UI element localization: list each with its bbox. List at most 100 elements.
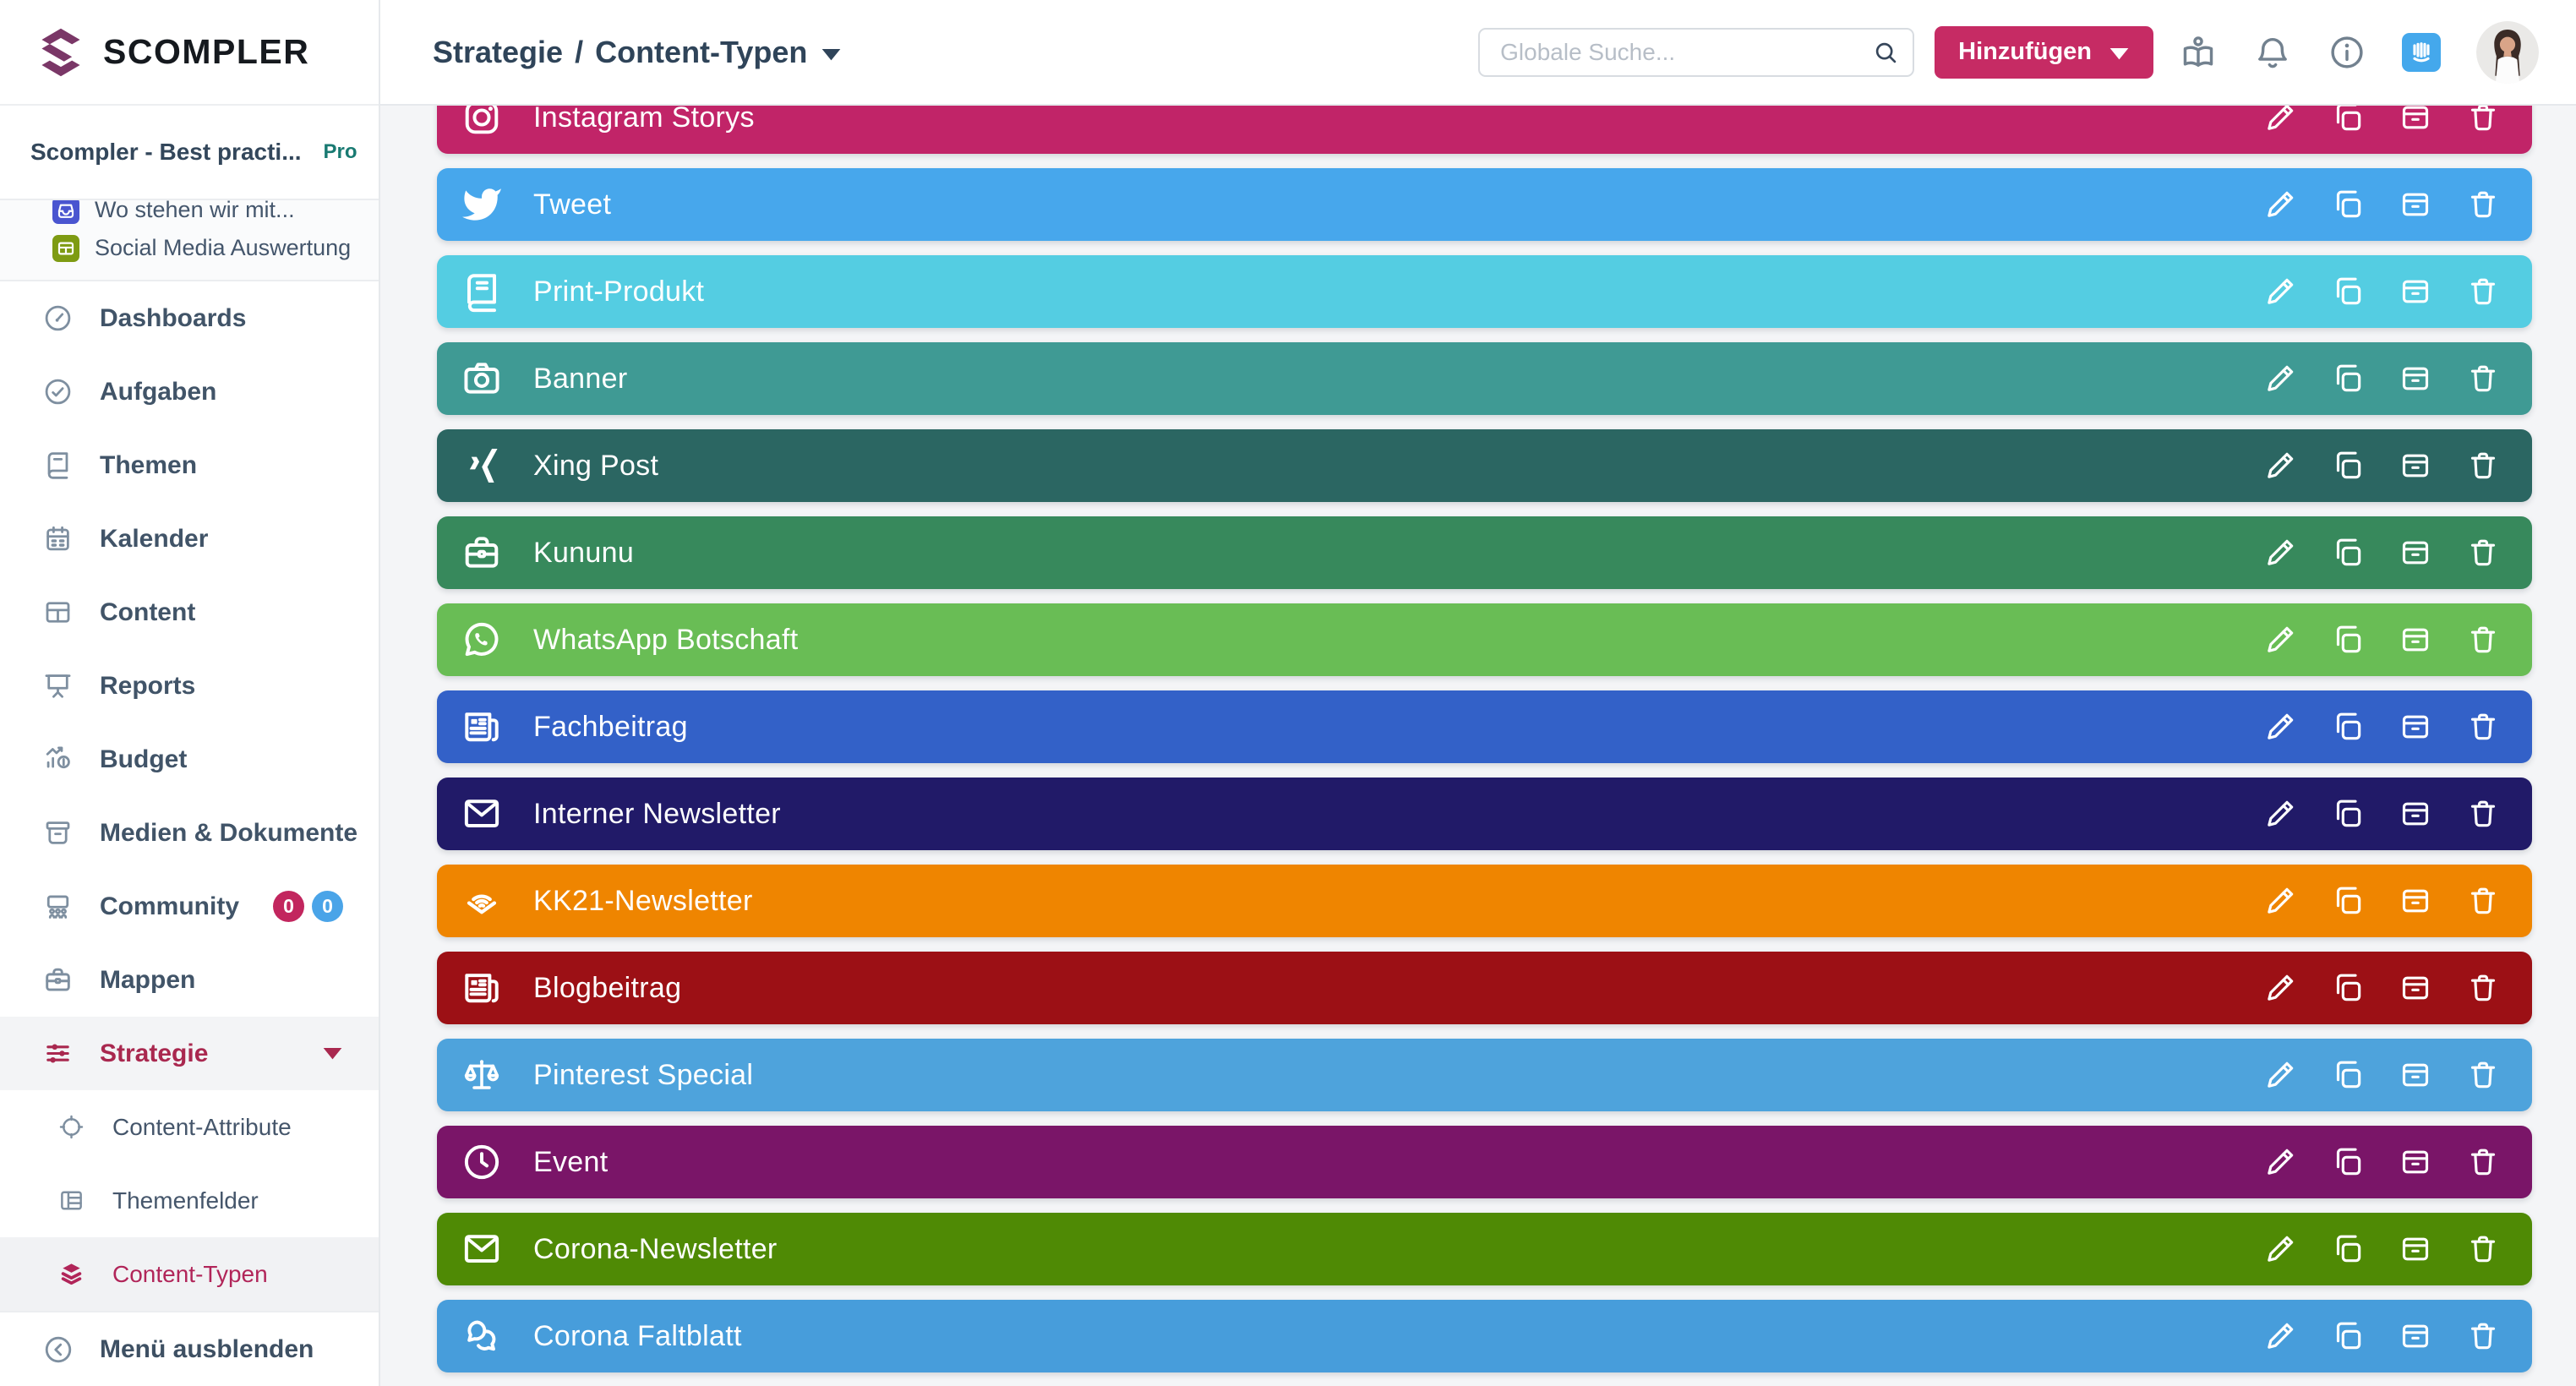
sidebar-item-community[interactable]: Community 0 0 — [0, 870, 379, 943]
sidebar-item-themen[interactable]: Themen — [0, 428, 379, 502]
content-type-row-banner[interactable]: Banner — [437, 342, 2532, 415]
info-icon[interactable] — [2328, 33, 2366, 72]
sidebar-item-reports[interactable]: Reports — [0, 649, 379, 723]
content-type-row-xing-post[interactable]: Xing Post — [437, 429, 2532, 502]
workspace-switcher[interactable]: Scompler - Best practi... Pro — [0, 106, 379, 199]
content-type-row-kk21-newsletter[interactable]: KK21-Newsletter — [437, 865, 2532, 937]
duplicate-button[interactable] — [2331, 884, 2365, 918]
content-type-row-instagram-storys[interactable]: Instagram Storys — [437, 106, 2532, 154]
edit-button[interactable] — [2263, 188, 2297, 221]
sidebar-item-budget[interactable]: Budget — [0, 723, 379, 796]
breadcrumb-section[interactable]: Strategie — [433, 34, 564, 69]
edit-button[interactable] — [2263, 797, 2297, 831]
search-icon[interactable] — [1872, 39, 1899, 66]
archive-button[interactable] — [2399, 536, 2432, 570]
delete-button[interactable] — [2466, 275, 2500, 308]
edit-button[interactable] — [2263, 623, 2297, 657]
archive-button[interactable] — [2399, 797, 2432, 831]
archive-button[interactable] — [2399, 362, 2432, 396]
content-type-row-fachbeitrag[interactable]: Fachbeitrag — [437, 690, 2532, 763]
sidebar-item-content[interactable]: Content — [0, 576, 379, 649]
delete-button[interactable] — [2466, 710, 2500, 744]
duplicate-button[interactable] — [2331, 449, 2365, 483]
duplicate-button[interactable] — [2331, 1145, 2365, 1179]
sidebar-item-strategie[interactable]: Strategie — [0, 1017, 379, 1090]
archive-button[interactable] — [2399, 971, 2432, 1005]
search-input[interactable] — [1498, 37, 1873, 67]
sidebar-item-medien-dokumente[interactable]: Medien & Dokumente — [0, 796, 379, 870]
archive-button[interactable] — [2399, 106, 2432, 134]
archive-button[interactable] — [2399, 884, 2432, 918]
delete-button[interactable] — [2466, 1232, 2500, 1266]
duplicate-button[interactable] — [2331, 188, 2365, 221]
content-type-row-corona-newsletter[interactable]: Corona-Newsletter — [437, 1213, 2532, 1285]
edit-button[interactable] — [2263, 1145, 2297, 1179]
delete-button[interactable] — [2466, 797, 2500, 831]
edit-button[interactable] — [2263, 362, 2297, 396]
logo[interactable]: SCOMPLER — [0, 0, 379, 106]
sidebar-item-mappen[interactable]: Mappen — [0, 943, 379, 1017]
content-type-row-print-produkt[interactable]: Print-Produkt — [437, 255, 2532, 328]
edit-button[interactable] — [2263, 1232, 2297, 1266]
content-type-row-event[interactable]: Event — [437, 1126, 2532, 1198]
delete-button[interactable] — [2466, 884, 2500, 918]
chevron-down-icon[interactable] — [821, 47, 842, 62]
delete-button[interactable] — [2466, 1319, 2500, 1353]
archive-button[interactable] — [2399, 275, 2432, 308]
edit-button[interactable] — [2263, 106, 2297, 134]
duplicate-button[interactable] — [2331, 797, 2365, 831]
delete-button[interactable] — [2466, 106, 2500, 134]
delete-button[interactable] — [2466, 449, 2500, 483]
archive-button[interactable] — [2399, 188, 2432, 221]
archive-button[interactable] — [2399, 623, 2432, 657]
edit-button[interactable] — [2263, 449, 2297, 483]
archive-button[interactable] — [2399, 1232, 2432, 1266]
content-type-row-kununu[interactable]: Kununu — [437, 516, 2532, 589]
edit-button[interactable] — [2263, 710, 2297, 744]
sidebar-item-content-attribute[interactable]: Content-Attribute — [0, 1090, 379, 1164]
sidebar-item-themenfelder[interactable]: Themenfelder — [0, 1164, 379, 1237]
delete-button[interactable] — [2466, 971, 2500, 1005]
content-type-row-interner-newsletter[interactable]: Interner Newsletter — [437, 778, 2532, 850]
archive-button[interactable] — [2399, 1319, 2432, 1353]
collapse-menu-button[interactable]: Menü ausblenden — [0, 1311, 379, 1386]
duplicate-button[interactable] — [2331, 623, 2365, 657]
duplicate-button[interactable] — [2331, 362, 2365, 396]
duplicate-button[interactable] — [2331, 1319, 2365, 1353]
sidebar-item-kalender[interactable]: Kalender — [0, 502, 379, 576]
delete-button[interactable] — [2466, 362, 2500, 396]
archive-button[interactable] — [2399, 1145, 2432, 1179]
edit-button[interactable] — [2263, 884, 2297, 918]
edit-button[interactable] — [2263, 971, 2297, 1005]
duplicate-button[interactable] — [2331, 1232, 2365, 1266]
delete-button[interactable] — [2466, 536, 2500, 570]
duplicate-button[interactable] — [2331, 710, 2365, 744]
sidebar-item-wo-stehen-wir-mit[interactable]: Wo stehen wir mit... — [0, 200, 379, 229]
archive-button[interactable] — [2399, 710, 2432, 744]
edit-button[interactable] — [2263, 1319, 2297, 1353]
content-type-row-blogbeitrag[interactable]: Blogbeitrag — [437, 952, 2532, 1024]
sidebar-item-content-typen[interactable]: Content-Typen — [0, 1237, 379, 1311]
content-type-row-pinterest-special[interactable]: Pinterest Special — [437, 1039, 2532, 1111]
sidebar-item-aufgaben[interactable]: Aufgaben — [0, 355, 379, 428]
duplicate-button[interactable] — [2331, 1058, 2365, 1092]
academy-icon[interactable] — [2179, 33, 2218, 72]
user-avatar[interactable] — [2476, 20, 2539, 84]
content-type-row-tweet[interactable]: Tweet — [437, 168, 2532, 241]
delete-button[interactable] — [2466, 188, 2500, 221]
edit-button[interactable] — [2263, 275, 2297, 308]
notifications-bell-icon[interactable] — [2253, 33, 2292, 72]
delete-button[interactable] — [2466, 1058, 2500, 1092]
duplicate-button[interactable] — [2331, 536, 2365, 570]
edit-button[interactable] — [2263, 536, 2297, 570]
delete-button[interactable] — [2466, 1145, 2500, 1179]
content-type-row-whatsapp-botschaft[interactable]: WhatsApp Botschaft — [437, 603, 2532, 676]
sidebar-item-dashboards[interactable]: Dashboards — [0, 281, 379, 355]
duplicate-button[interactable] — [2331, 971, 2365, 1005]
archive-button[interactable] — [2399, 449, 2432, 483]
content-type-row-corona-faltblatt[interactable]: Corona Faltblatt — [437, 1300, 2532, 1372]
delete-button[interactable] — [2466, 623, 2500, 657]
duplicate-button[interactable] — [2331, 275, 2365, 308]
duplicate-button[interactable] — [2331, 106, 2365, 134]
archive-button[interactable] — [2399, 1058, 2432, 1092]
